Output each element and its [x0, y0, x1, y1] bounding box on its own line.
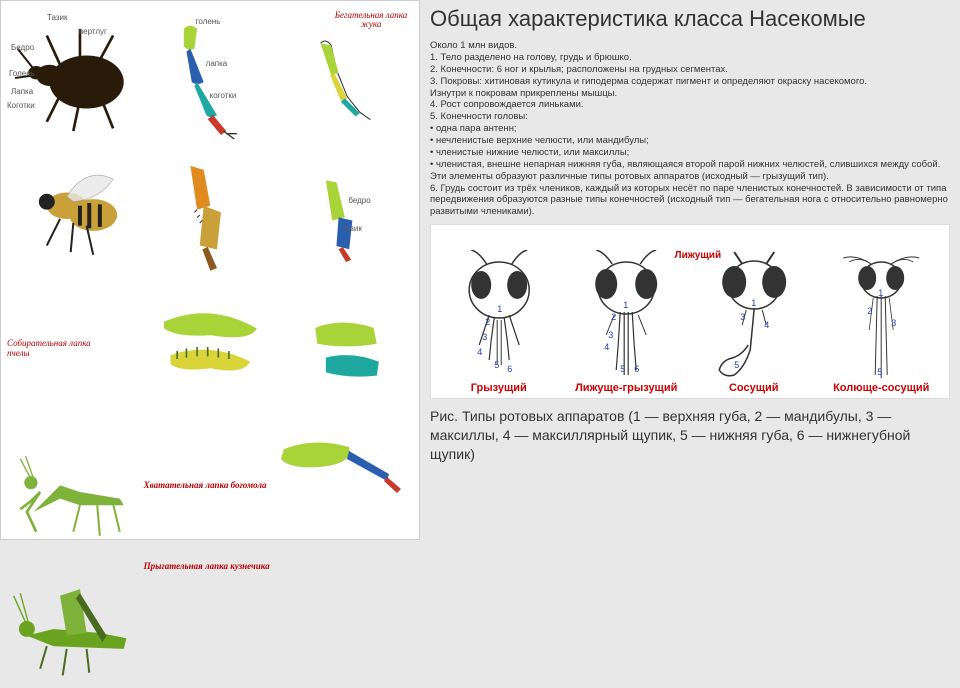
running-leg-svg	[294, 22, 400, 128]
line-3: 3. Покровы: хитиновая кутикула и гиподер…	[430, 76, 950, 88]
grasshopper-cell	[7, 556, 140, 688]
svg-text:4: 4	[477, 347, 482, 357]
label-bedro: Бедро	[11, 43, 34, 52]
grasping-caption-cell: Хватательная лапка богомола	[144, 419, 413, 552]
head-lapping: 1 2 3 4 5 6 Лижуще-грызущий	[565, 250, 687, 394]
svg-text:3: 3	[891, 318, 896, 328]
head-piercing: 1 2 3 5 Колюще-сосущий	[820, 250, 942, 394]
mouth-label-0: Грызущий	[471, 382, 527, 394]
label-golen2: голень	[196, 17, 221, 26]
label-kogotki2: коготки	[210, 91, 237, 100]
line-5d: • членистая, внешне непарная нижняя губа…	[430, 159, 950, 171]
label-bedro2: бедро	[348, 196, 370, 205]
mantis-arm-2-svg	[294, 296, 400, 402]
bee-leg-cell	[144, 146, 277, 279]
head-sucking: Лижущий 1 3 4 5 Сосущий	[693, 250, 815, 394]
bee-leg-2-svg	[294, 159, 400, 265]
mantis-arm-2-cell	[280, 282, 413, 415]
bee-leg-svg	[144, 146, 277, 279]
label-tazik2: тазик	[342, 224, 362, 233]
mouth-label-1: Лижуще-грызущий	[575, 382, 677, 394]
svg-text:3: 3	[608, 330, 613, 340]
mantis-cell	[7, 419, 140, 552]
insect-grid: Тазик вертлуг Бедро Голень Лапка Коготки…	[7, 9, 413, 531]
mouth-label-3: Колюще-сосущий	[833, 382, 929, 394]
svg-text:3: 3	[482, 332, 487, 342]
svg-text:2: 2	[867, 306, 872, 316]
grasshopper-svg	[7, 556, 140, 688]
colored-leg-svg	[144, 9, 277, 142]
line-5a: • одна пара антенн;	[430, 123, 950, 135]
line-3b: Изнутри к покровам прикреплены мышцы.	[430, 88, 950, 100]
beetle-cell: Тазик вертлуг Бедро Голень Лапка Коготки	[7, 9, 140, 142]
mantis-svg	[7, 419, 140, 552]
bee-leg-2-cell: бедро тазик	[280, 146, 413, 279]
left-illustration-panel: Тазик вертлуг Бедро Голень Лапка Коготки…	[0, 0, 420, 540]
running-leg-caption: Бегательная лапка жука	[331, 11, 411, 30]
svg-text:2: 2	[485, 317, 490, 327]
svg-text:1: 1	[497, 304, 502, 314]
svg-text:1: 1	[878, 288, 883, 298]
line-1: 1. Тело разделено на голову, грудь и брю…	[430, 52, 950, 64]
jumping-leg-caption: Прыгательная лапка кузнечика	[144, 562, 294, 571]
mouth-label-2: Сосущий	[729, 382, 779, 394]
head-sucking-svg: 1 3 4 5	[693, 250, 815, 380]
collecting-leg-caption: Собирательная лапка пчелы	[7, 339, 97, 358]
svg-text:5: 5	[734, 360, 739, 370]
figure-caption: Рис. Типы ротовых аппаратов (1 — верхняя…	[430, 407, 950, 464]
svg-text:3: 3	[740, 312, 745, 322]
line-4: 4. Рост сопровождается линьками.	[430, 99, 950, 111]
head-chewing: 1 2 3 4 5 6 Грызущий	[438, 250, 560, 394]
svg-text:1: 1	[751, 298, 756, 308]
head-chewing-svg: 1 2 3 4 5 6	[438, 250, 560, 380]
page-root: Тазик вертлуг Бедро Голень Лапка Коготки…	[0, 0, 960, 540]
body-text: Около 1 млн видов. 1. Тело разделено на …	[430, 40, 950, 218]
svg-text:1: 1	[623, 300, 628, 310]
page-title: Общая характеристика класса Насекомые	[430, 6, 950, 34]
mantis-arm-svg	[144, 282, 277, 415]
svg-text:4: 4	[764, 320, 769, 330]
label-tazik: Тазик	[47, 13, 68, 22]
colored-leg-cell: голень лапка коготки	[144, 9, 277, 142]
head-piercing-svg: 1 2 3 5	[820, 250, 942, 380]
jumping-caption-cell: Прыгательная лапка кузнечика	[144, 556, 413, 688]
mouthparts-figure: 1 2 3 4 5 6 Грызущий 1	[430, 224, 950, 399]
line-6: 6. Грудь состоит из трёх члеников, кажды…	[430, 183, 950, 219]
svg-text:6: 6	[507, 364, 512, 374]
line-2: 2. Конечности: 6 ног и крылья; расположе…	[430, 64, 950, 76]
label-golen: Голень	[9, 69, 35, 78]
label-kogotki: Коготки	[7, 101, 35, 110]
collecting-caption-cell: Собирательная лапка пчелы	[7, 282, 140, 415]
bee-svg	[7, 146, 140, 279]
running-leg-cell: Бегательная лапка жука	[280, 9, 413, 142]
head-lapping-svg: 1 2 3 4 5 6	[565, 250, 687, 380]
svg-text:2: 2	[611, 312, 616, 322]
grasping-leg-caption: Хватательная лапка богомола	[144, 481, 284, 490]
line-5c: • членистые нижние челюсти, или максиллы…	[430, 147, 950, 159]
mouth-label-mid: Лижущий	[675, 250, 722, 261]
svg-text:5: 5	[620, 364, 625, 374]
svg-text:5: 5	[877, 367, 882, 377]
line-5e: Эти элементы образуют различные типы рот…	[430, 171, 950, 183]
line-5b: • нечленистые верхние челюсти, или манди…	[430, 135, 950, 147]
svg-text:5: 5	[494, 360, 499, 370]
svg-text:4: 4	[604, 342, 609, 352]
line-0: Около 1 млн видов.	[430, 40, 950, 52]
right-panel: Общая характеристика класса Насекомые Ок…	[420, 0, 960, 540]
label-lapka2: лапка	[206, 59, 228, 68]
svg-text:6: 6	[634, 364, 639, 374]
label-lapka: Лапка	[11, 87, 33, 96]
bee-cell	[7, 146, 140, 279]
line-5: 5. Конечности головы:	[430, 111, 950, 123]
label-vertlug: вертлуг	[79, 27, 107, 36]
jumping-leg-svg	[269, 429, 409, 509]
mantis-arm-cell	[144, 282, 277, 415]
